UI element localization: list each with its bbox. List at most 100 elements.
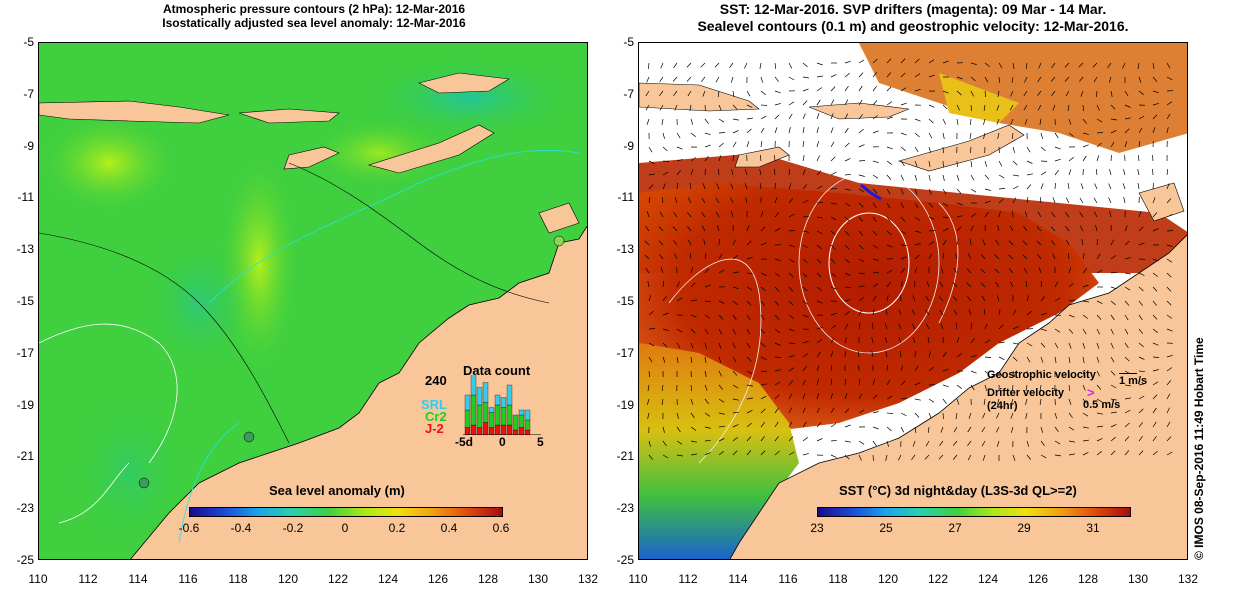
velocity-arrow — [1068, 132, 1075, 137]
velocity-arrow — [802, 340, 809, 344]
right-y-tick: -23 — [616, 501, 634, 516]
velocity-arrow — [788, 113, 793, 120]
velocity-arrow — [1082, 426, 1089, 429]
velocity-arrow — [914, 73, 921, 78]
velocity-arrow — [911, 454, 916, 461]
velocity-arrow — [858, 114, 863, 120]
sst-cool-southwest — [639, 343, 799, 559]
velocity-arrow — [659, 211, 664, 218]
velocity-arrow — [939, 281, 944, 288]
velocity-arrow — [914, 412, 920, 418]
velocity-arrow — [872, 244, 879, 249]
velocity-arrow — [731, 169, 734, 176]
drifter-scale-value: 0.5 m/s — [1083, 399, 1121, 411]
right-y-tick: -19 — [616, 397, 634, 412]
velocity-arrow — [732, 328, 736, 335]
velocity-arrow — [759, 154, 762, 162]
velocity-arrow — [1152, 342, 1159, 346]
velocity-arrow — [774, 328, 780, 334]
velocity-arrow — [676, 454, 683, 457]
velocity-arrow — [704, 370, 707, 377]
velocity-arrow — [925, 295, 930, 302]
velocity-arrow — [746, 342, 751, 349]
velocity-arrow — [1110, 411, 1117, 414]
velocity-arrow — [1012, 370, 1016, 377]
velocity-arrow — [998, 62, 1003, 69]
velocity-arrow — [1095, 169, 1098, 176]
velocity-arrow — [674, 104, 678, 111]
velocity-arrow — [858, 160, 866, 162]
velocity-arrow — [1068, 453, 1075, 456]
velocity-arrow — [1026, 295, 1030, 302]
velocity-arrow — [788, 342, 796, 344]
velocity-arrow — [732, 424, 739, 428]
velocity-arrow — [661, 384, 664, 391]
velocity-arrow — [900, 412, 907, 417]
velocity-arrow — [788, 355, 795, 358]
velocity-arrow — [701, 197, 706, 204]
velocity-arrow — [1095, 225, 1098, 232]
data-count-bar-j2 — [464, 427, 471, 435]
velocity-arrow — [942, 188, 947, 195]
velocity-arrow — [1110, 255, 1117, 260]
velocity-arrow — [802, 393, 806, 400]
velocity-arrow — [690, 132, 696, 137]
data-count-bar-j2 — [494, 424, 501, 435]
velocity-arrow — [774, 90, 781, 94]
drifter-track — [860, 183, 882, 201]
velocity-arrow — [760, 395, 767, 400]
velocity-arrow — [701, 225, 706, 232]
velocity-arrow — [816, 201, 823, 204]
velocity-arrow — [830, 337, 835, 344]
velocity-arrow — [858, 244, 864, 250]
velocity-arrow — [994, 268, 1000, 274]
velocity-arrow — [718, 253, 723, 260]
velocity-arrow — [732, 271, 739, 274]
sla-low-patch — [69, 393, 189, 553]
velocity-arrow — [900, 87, 907, 92]
velocity-arrow — [872, 202, 877, 209]
velocity-arrow — [1082, 398, 1087, 404]
velocity-arrow — [1024, 118, 1028, 125]
velocity-arrow — [858, 323, 861, 330]
data-count-bar-j2 — [518, 427, 525, 435]
velocity-arrow — [1124, 436, 1130, 442]
velocity-arrow — [844, 142, 850, 148]
sst-north-warm-patch — [939, 73, 1019, 123]
right-y-tick: -21 — [616, 449, 634, 464]
velocity-arrow — [704, 342, 708, 349]
velocity-arrow — [732, 356, 737, 363]
left-y-tick: -15 — [16, 294, 34, 308]
sst-colorbar-label: SST (°C) 3d night&day (L3S-3d QL>=2) — [839, 483, 1077, 498]
velocity-arrow — [998, 174, 1005, 179]
left-x-tick: 112 — [78, 572, 98, 586]
velocity-arrow — [646, 398, 650, 405]
left-y-tick: -19 — [16, 397, 34, 412]
velocity-arrow — [1054, 182, 1056, 190]
velocity-arrow — [914, 146, 919, 153]
data-count-title: Data count — [463, 363, 531, 378]
velocity-arrow — [844, 258, 850, 264]
series-label-j2: J-2 — [425, 421, 444, 436]
velocity-arrow — [942, 384, 949, 388]
velocity-arrow — [911, 323, 916, 330]
velocity-arrow — [928, 174, 931, 181]
data-count-bar-j2 — [500, 424, 507, 435]
velocity-arrow — [897, 454, 902, 461]
velocity-arrow — [816, 230, 823, 235]
velocity-arrow — [970, 118, 972, 126]
velocity-arrow — [1054, 328, 1061, 333]
velocity-arrow — [830, 113, 834, 120]
velocity-arrow — [1068, 282, 1074, 288]
velocity-arrow — [927, 426, 930, 433]
sealevel-contour — [668, 258, 762, 464]
velocity-arrow — [718, 398, 725, 403]
velocity-arrow — [1123, 169, 1126, 176]
velocity-arrow — [1124, 257, 1131, 260]
velocity-arrow — [1067, 183, 1070, 190]
velocity-arrow — [732, 90, 735, 97]
velocity-arrow — [998, 76, 1001, 83]
right-y-tick: -17 — [616, 345, 634, 360]
velocity-arrow — [956, 90, 962, 96]
velocity-arrow — [956, 239, 959, 246]
